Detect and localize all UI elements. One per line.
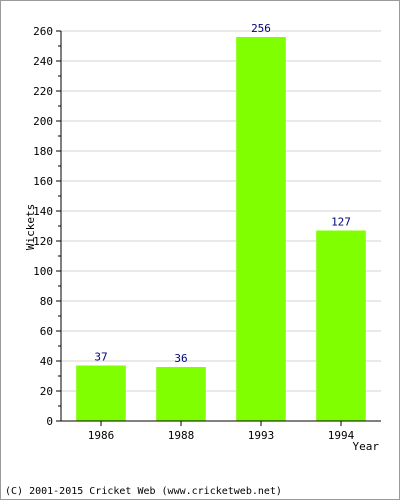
y-tick-label: 100	[33, 265, 53, 278]
y-tick-label: 260	[33, 25, 53, 38]
copyright-footer: (C) 2001-2015 Cricket Web (www.cricketwe…	[5, 486, 282, 497]
y-tick-label: 240	[33, 55, 53, 68]
y-axis-label: Wickets	[24, 204, 37, 250]
bar-1988	[156, 367, 206, 421]
x-tick-label: 1986	[88, 429, 115, 442]
y-tick-label: 160	[33, 175, 53, 188]
y-tick-label: 80	[40, 295, 53, 308]
y-tick-label: 140	[33, 205, 53, 218]
x-tick-label: 1994	[328, 429, 355, 442]
y-tick-label: 180	[33, 145, 53, 158]
y-tick-label: 60	[40, 325, 53, 338]
y-tick-label: 0	[46, 415, 53, 428]
bar-1993	[236, 37, 286, 421]
data-label: 36	[174, 352, 187, 365]
data-label: 37	[94, 351, 107, 364]
y-tick-label: 40	[40, 355, 53, 368]
x-tick-label: 1993	[248, 429, 275, 442]
y-tick-label: 120	[33, 235, 53, 248]
bar-1986	[76, 365, 126, 421]
y-tick-label: 20	[40, 385, 53, 398]
y-tick-label: 200	[33, 115, 53, 128]
x-tick-label: 1988	[168, 429, 195, 442]
bar-1994	[316, 230, 366, 421]
data-label: 256	[251, 22, 271, 35]
y-tick-label: 220	[33, 85, 53, 98]
x-axis-label: Year	[353, 440, 380, 453]
data-label: 127	[331, 216, 351, 229]
